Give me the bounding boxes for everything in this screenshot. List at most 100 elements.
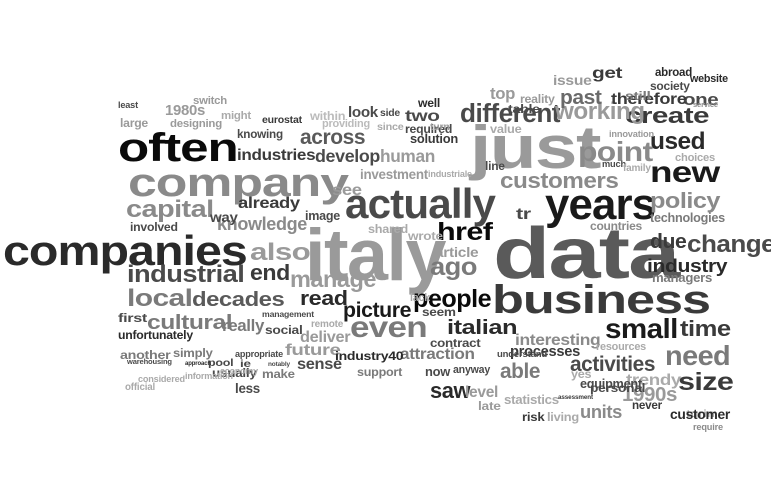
word-local: local bbox=[127, 285, 193, 312]
word-article: article bbox=[435, 244, 479, 260]
word-need: need bbox=[665, 340, 731, 371]
word-different: different bbox=[460, 98, 561, 128]
word-never: never bbox=[632, 399, 662, 412]
word-develop: develop bbox=[315, 146, 380, 166]
word-well: well bbox=[418, 96, 440, 110]
word-time: time bbox=[680, 316, 731, 341]
word-across: across bbox=[300, 126, 366, 149]
word-appropriate: appropriate bbox=[235, 349, 283, 359]
word-company: company bbox=[128, 161, 349, 205]
word-family: family bbox=[623, 163, 651, 174]
word-just: just bbox=[470, 114, 601, 181]
word-turn: turn bbox=[430, 122, 450, 133]
word-small: small bbox=[605, 313, 678, 344]
word-read: read bbox=[300, 288, 348, 310]
word-line: line bbox=[485, 159, 505, 173]
word-picture: picture bbox=[343, 298, 412, 322]
word-therefore: therefore bbox=[611, 91, 687, 108]
word-industries: industries bbox=[237, 147, 316, 164]
word-notably: notably bbox=[268, 361, 290, 368]
word-one: one bbox=[683, 90, 719, 109]
word-information: information bbox=[185, 371, 233, 381]
word-innovation: innovation bbox=[609, 129, 654, 139]
word-designing: designing bbox=[170, 118, 222, 130]
word-table: table bbox=[508, 102, 540, 116]
word-social: social bbox=[265, 323, 303, 337]
word-eurostat: eurostat bbox=[262, 114, 302, 126]
word-economy: economy bbox=[220, 366, 258, 376]
word-attraction: attraction bbox=[400, 346, 475, 363]
word-customers: customers bbox=[500, 168, 619, 193]
word-units: units bbox=[580, 401, 622, 422]
word-issue: issue bbox=[553, 72, 592, 88]
word-unfortunately: unfortunately bbox=[118, 328, 193, 342]
word-processes: processes bbox=[510, 344, 580, 360]
word-warehousing: warehousing bbox=[127, 357, 172, 366]
word-choices: choices bbox=[675, 152, 715, 164]
word-trendy: trendy bbox=[626, 372, 681, 389]
word-abroad: abroad bbox=[655, 67, 693, 79]
word-sense: sense bbox=[297, 356, 342, 373]
word-knowledge: knowledge bbox=[217, 214, 307, 234]
word-italy: italy bbox=[305, 213, 447, 296]
word-another: another bbox=[120, 348, 171, 362]
word-reality: reality bbox=[520, 92, 555, 106]
word-human: human bbox=[380, 146, 435, 166]
word-seem: seem bbox=[422, 305, 456, 319]
word-large: large bbox=[120, 116, 148, 130]
word-1990s: 1990s bbox=[622, 383, 677, 406]
word-deliver: deliver bbox=[300, 329, 351, 346]
word-support: support bbox=[357, 365, 403, 379]
word-might: might bbox=[221, 110, 251, 122]
word-already: already bbox=[238, 195, 300, 212]
word-now: now bbox=[425, 364, 450, 379]
word-still: still bbox=[625, 89, 651, 103]
word-size: size bbox=[678, 368, 734, 396]
word-two: two bbox=[405, 108, 440, 125]
word-risk: risk bbox=[522, 410, 545, 424]
word-cultural: cultural bbox=[147, 312, 233, 334]
word-knowing: knowing bbox=[237, 128, 283, 141]
word-pool: pool bbox=[208, 358, 234, 369]
word-shared: shared bbox=[368, 222, 408, 236]
word-industry: industry bbox=[647, 256, 728, 276]
word-years: years bbox=[545, 180, 656, 229]
word-also: also bbox=[250, 239, 311, 266]
word-activities: activities bbox=[570, 353, 655, 376]
word-people: people bbox=[413, 285, 492, 313]
word-decades: decades bbox=[192, 289, 285, 311]
word-anyway: anyway bbox=[453, 364, 491, 376]
word-assessment: assessment bbox=[558, 394, 593, 401]
word-lack: lack bbox=[410, 292, 430, 304]
word-require: require bbox=[693, 422, 723, 432]
word-technologies: technologies bbox=[650, 211, 725, 225]
word-saw: saw bbox=[430, 378, 471, 403]
word-late: late bbox=[478, 399, 501, 413]
word-switch: switch bbox=[193, 95, 227, 107]
word-ie: ie bbox=[240, 359, 251, 370]
word-italian: italian bbox=[447, 317, 518, 339]
word-really: really bbox=[222, 316, 265, 335]
word-investment: investment bbox=[360, 167, 428, 182]
word-statistics: statistics bbox=[504, 392, 559, 407]
word-yes: yes bbox=[571, 367, 592, 381]
word-value: value bbox=[490, 122, 522, 136]
word-personal: personal bbox=[590, 381, 646, 395]
word-1980s: 1980s bbox=[165, 102, 206, 119]
word-policy: policy bbox=[650, 188, 720, 213]
word-living: living bbox=[547, 410, 579, 424]
word-simply: simply bbox=[173, 346, 213, 360]
word-see: see bbox=[332, 182, 362, 199]
word-make: make bbox=[262, 367, 295, 381]
word-able: able bbox=[500, 360, 541, 383]
word-contract: contract bbox=[430, 336, 481, 350]
word-less: less bbox=[235, 381, 260, 396]
word-understand: understand bbox=[497, 349, 547, 360]
word-considered: considered bbox=[138, 374, 185, 384]
word-managers: managers bbox=[652, 270, 713, 285]
word-past: past bbox=[560, 87, 602, 109]
word-actually: actually bbox=[345, 180, 496, 227]
word-providing: providing bbox=[322, 118, 370, 130]
word-since: since bbox=[377, 122, 404, 133]
